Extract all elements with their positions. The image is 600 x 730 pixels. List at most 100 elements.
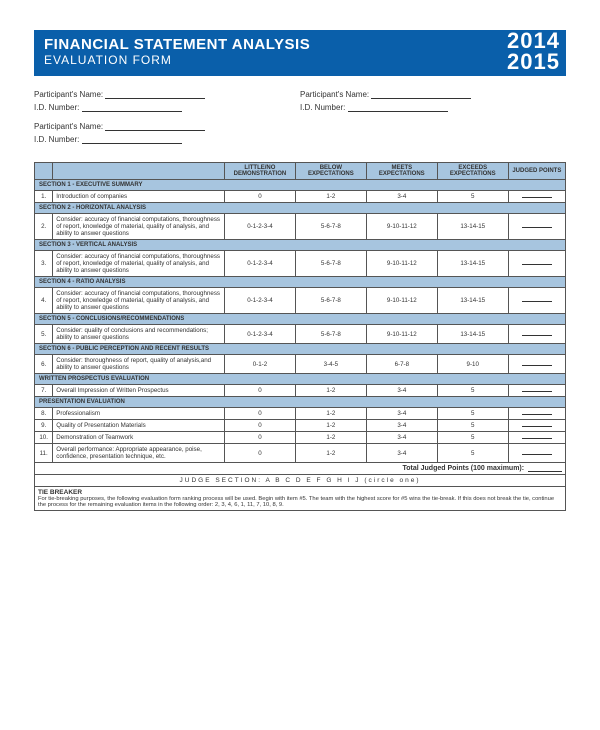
row-e: 5 [437,420,508,432]
judge-row: JUDGE SECTION: A B C D E F G H I J (circ… [35,475,566,487]
judged-field[interactable] [508,420,565,432]
row-num: 5. [35,325,53,344]
row-num: 2. [35,214,53,240]
row-desc: Quality of Presentation Materials [53,420,225,432]
row-4: 4. Consider: accuracy of financial compu… [35,288,566,314]
judged-field[interactable] [508,214,565,240]
row-desc: Consider: accuracy of financial computat… [53,251,225,277]
row-c: 3-4 [366,420,437,432]
row-c: 3-4 [366,385,437,397]
row-num: 8. [35,408,53,420]
section-3: SECTION 3 - VERTICAL ANALYSIS [35,240,566,251]
row-b: 5-6-7-8 [295,251,366,277]
judged-field[interactable] [508,444,565,463]
row-e: 5 [437,432,508,444]
col-judged: JUDGED POINTS [508,163,565,180]
judged-field[interactable] [508,385,565,397]
row-a: 0-1-2 [224,355,295,374]
col-meets: MEETS EXPECTATIONS [366,163,437,180]
row-b: 3-4-5 [295,355,366,374]
row-desc: Consider: thoroughness of report, qualit… [53,355,225,374]
col-blank [35,163,53,180]
row-a: 0-1-2-3-4 [224,288,295,314]
participant-id-field-2[interactable] [348,103,448,112]
participant-id-field[interactable] [82,103,182,112]
row-e: 5 [437,385,508,397]
row-8: 8. Professionalism 0 1-2 3-4 5 [35,408,566,420]
participant-name-label-2: Participant's Name: [300,90,369,99]
judged-field[interactable] [508,432,565,444]
row-2: 2. Consider: accuracy of financial compu… [35,214,566,240]
row-b: 5-6-7-8 [295,325,366,344]
year-2: 2015 [507,52,560,73]
judged-field[interactable] [508,288,565,314]
row-a: 0-1-2-3-4 [224,214,295,240]
row-a: 0-1-2-3-4 [224,325,295,344]
section-4: SECTION 4 - RATIO ANALYSIS [35,277,566,288]
row-a: 0 [224,385,295,397]
participant-block: Participant's Name: I.D. Number: Partici… [34,90,566,148]
row-desc: Consider: accuracy of financial computat… [53,288,225,314]
row-9: 9. Quality of Presentation Materials 0 1… [35,420,566,432]
row-e: 13-14-15 [437,288,508,314]
total-label: Total Judged Points (100 maximum): [402,465,524,472]
row-num: 3. [35,251,53,277]
row-1: 1. Introduction of companies 0 1-2 3-4 5 [35,191,566,203]
row-a: 0 [224,408,295,420]
row-c: 3-4 [366,432,437,444]
row-b: 1-2 [295,408,366,420]
row-6: 6. Consider: thoroughness of report, qua… [35,355,566,374]
judge-label: JUDGE SECTION: A B C D E F G H I J (circ… [35,475,566,487]
row-c: 9-10-11-12 [366,214,437,240]
tiebreak-text: For tie-breaking purposes, the following… [38,496,562,508]
table-header-row: LITTLE/NO DEMONSTRATION BELOW EXPECTATIO… [35,163,566,180]
row-e: 13-14-15 [437,214,508,240]
row-c: 9-10-11-12 [366,325,437,344]
row-c: 3-4 [366,444,437,463]
row-num: 6. [35,355,53,374]
row-b: 5-6-7-8 [295,214,366,240]
participant-name-label-3: Participant's Name: [34,122,103,131]
participant-id-label-2: I.D. Number: [300,103,345,112]
row-c: 6-7-8 [366,355,437,374]
participant-id-label-3: I.D. Number: [34,135,79,144]
section-2: SECTION 2 - HORIZONTAL ANALYSIS [35,203,566,214]
section-1: SECTION 1 - EXECUTIVE SUMMARY [35,180,566,191]
section-6: SECTION 6 - PUBLIC PERCEPTION AND RECENT… [35,344,566,355]
row-desc: Professionalism [53,408,225,420]
form-header: FINANCIAL STATEMENT ANALYSIS EVALUATION … [34,30,566,76]
participant-id-field-3[interactable] [82,135,182,144]
form-subtitle: EVALUATION FORM [44,53,556,67]
row-b: 1-2 [295,191,366,203]
row-num: 11. [35,444,53,463]
row-e: 13-14-15 [437,251,508,277]
participant-name-field[interactable] [105,90,205,99]
row-e: 13-14-15 [437,325,508,344]
judged-field[interactable] [508,191,565,203]
judged-field[interactable] [508,325,565,344]
participant-name-field-2[interactable] [371,90,471,99]
row-e: 5 [437,191,508,203]
judged-field[interactable] [508,355,565,374]
row-desc: Consider: quality of conclusions and rec… [53,325,225,344]
row-b: 1-2 [295,432,366,444]
judged-field[interactable] [508,251,565,277]
section-presentation: PRESENTATION EVALUATION [35,397,566,408]
row-e: 5 [437,444,508,463]
col-below: BELOW EXPECTATIONS [295,163,366,180]
row-e: 9-10 [437,355,508,374]
total-field[interactable] [528,471,562,472]
row-c: 9-10-11-12 [366,288,437,314]
row-7: 7. Overall Impression of Written Prospec… [35,385,566,397]
form-years: 2014 2015 [507,31,560,73]
row-e: 5 [437,408,508,420]
row-10: 10. Demonstration of Teamwork 0 1-2 3-4 … [35,432,566,444]
row-num: 4. [35,288,53,314]
judged-field[interactable] [508,408,565,420]
participant-name-label: Participant's Name: [34,90,103,99]
form-title: FINANCIAL STATEMENT ANALYSIS [44,36,556,53]
total-row: Total Judged Points (100 maximum): [35,463,566,475]
col-exceeds: EXCEEDS EXPECTATIONS [437,163,508,180]
col-little: LITTLE/NO DEMONSTRATION [224,163,295,180]
participant-name-field-3[interactable] [105,122,205,131]
